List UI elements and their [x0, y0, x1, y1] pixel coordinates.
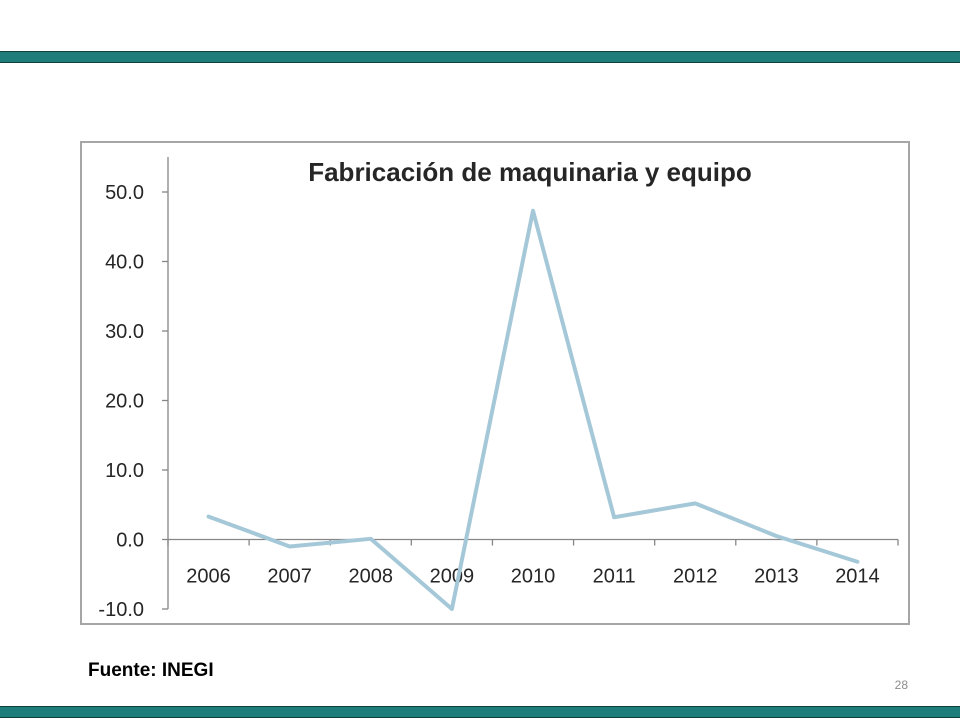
- chart-title: Fabricación de maquinaria y equipo: [308, 157, 752, 187]
- footer-band: [0, 706, 960, 718]
- chart-frame: Fabricación de maquinaria y equipo 50.0 4…: [80, 141, 910, 625]
- x-tick-label: 2009: [430, 566, 475, 588]
- header-band: [0, 51, 960, 63]
- x-tick-label: 2008: [349, 566, 394, 588]
- line-chart: Fabricación de maquinaria y equipo 50.0 4…: [98, 157, 899, 621]
- x-tick-label: 2006: [186, 566, 231, 588]
- y-tick-label: -10.0: [98, 599, 144, 621]
- x-tick-label: 2010: [511, 566, 556, 588]
- x-tick-label: 2007: [267, 566, 312, 588]
- y-tick-label: 20.0: [105, 391, 144, 413]
- x-tick-label: 2014: [835, 566, 880, 588]
- y-tick-label: 30.0: [105, 321, 144, 343]
- x-tick-label: 2011: [593, 566, 636, 588]
- x-ticks: 2006 2007 2008 2009 2010 2011 2012 2013 2014: [167, 539, 899, 588]
- page-number: 28: [894, 678, 908, 692]
- series-line: [206, 208, 860, 611]
- y-tick-label: 0.0: [116, 530, 144, 552]
- y-ticks: 50.0 40.0 30.0 20.0 10.0 0.0 -10.0: [98, 182, 168, 621]
- x-tick-label: 2013: [754, 566, 799, 588]
- y-tick-label: 40.0: [105, 252, 144, 274]
- y-tick-label: 10.0: [105, 460, 144, 482]
- source-note: Fuente: INEGI: [88, 660, 214, 681]
- y-tick-label: 50.0: [105, 182, 144, 204]
- x-tick-label: 2012: [673, 566, 718, 588]
